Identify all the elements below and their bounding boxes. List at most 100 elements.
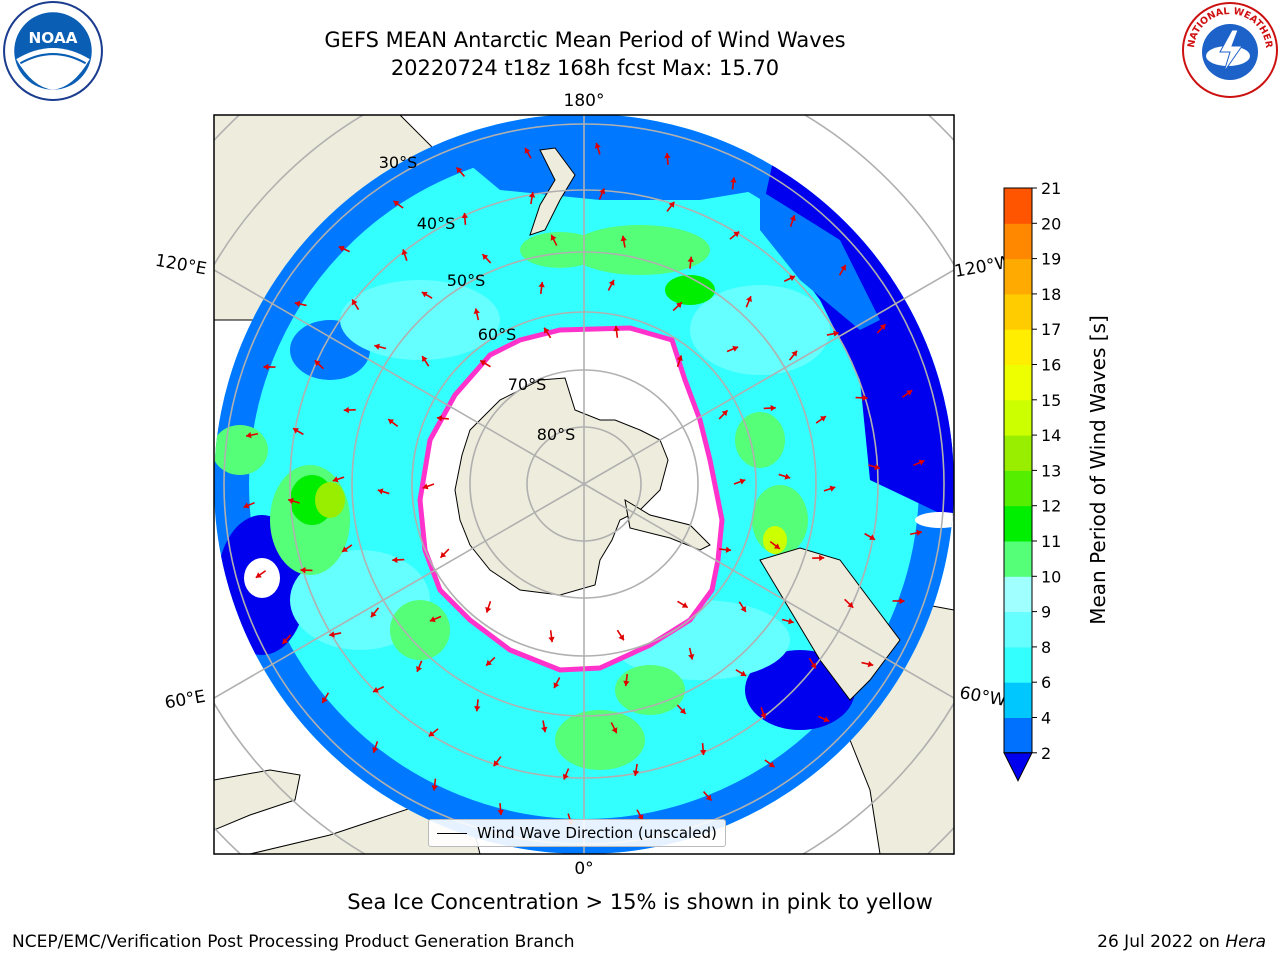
wind-arrow-head bbox=[474, 705, 481, 712]
colorbar-bin bbox=[1004, 611, 1032, 648]
wind-arrow-head bbox=[300, 566, 306, 574]
wind-arrow-head bbox=[538, 281, 545, 288]
colorbar-tick-label: 17 bbox=[1041, 320, 1061, 339]
wind-arrow-head bbox=[819, 554, 825, 562]
wind-arrow-head bbox=[770, 404, 776, 412]
lat-label-40s: 40°S bbox=[417, 214, 456, 233]
wind-arrow-head bbox=[829, 485, 836, 492]
colorbar-label: Mean Period of Wind Waves [s] bbox=[1086, 315, 1110, 625]
colorbar-tick-label: 18 bbox=[1041, 285, 1061, 304]
wind-arrow-head bbox=[732, 345, 739, 352]
wind-arrow-head bbox=[906, 390, 913, 396]
wind-arrow-head bbox=[294, 300, 301, 308]
map-legend: Wind Wave Direction (unscaled) bbox=[428, 819, 726, 847]
wind-arrow-head bbox=[440, 551, 447, 558]
svg-text:NOAA: NOAA bbox=[28, 29, 77, 47]
wind-arrow-head bbox=[456, 167, 463, 174]
noaa-logo: NOAA bbox=[3, 1, 103, 101]
wind-arrow-head bbox=[862, 394, 868, 402]
wind-arrow-head bbox=[332, 476, 339, 483]
colorbar-tick-label: 11 bbox=[1041, 532, 1061, 551]
wind-arrow-head bbox=[428, 730, 435, 737]
wind-arrow-head bbox=[721, 410, 728, 417]
wind-arrow-head bbox=[789, 215, 796, 222]
wind-arrow-head bbox=[497, 809, 504, 816]
wind-arrow-head bbox=[416, 666, 422, 672]
wind-arrow-head bbox=[322, 697, 328, 704]
wind-arrow-head bbox=[840, 264, 846, 271]
wind-arrow-head bbox=[791, 350, 798, 357]
lat-label-30s: 30°S bbox=[379, 153, 418, 172]
map-subtitle: 20220724 t18z 168h fcst Max: 15.70 bbox=[390, 56, 780, 80]
wind-arrow-head bbox=[679, 708, 686, 714]
producer-credit: NCEP/EMC/Verification Post Processing Pr… bbox=[12, 932, 575, 952]
wind-arrow-head bbox=[599, 188, 606, 195]
wind-arrow-head bbox=[637, 814, 644, 821]
wind-arrow-head bbox=[436, 415, 443, 422]
colorbar-bin bbox=[1004, 188, 1032, 224]
wind-arrow-head bbox=[664, 152, 671, 159]
colorbar-tick-label: 9 bbox=[1041, 603, 1051, 622]
lat-label-80s: 80°S bbox=[537, 425, 576, 444]
wind-arrow-head bbox=[485, 606, 492, 613]
wind-arrow-head bbox=[746, 296, 752, 302]
date-text: 26 Jul 2022 on bbox=[1097, 932, 1226, 952]
map-frame bbox=[213, 114, 955, 855]
generation-date: 26 Jul 2022 on Hera bbox=[1097, 932, 1266, 952]
colorbar-bin bbox=[1004, 717, 1032, 754]
wind-arrow-head bbox=[314, 360, 321, 367]
colorbar-bin bbox=[1004, 293, 1032, 330]
wind-arrow-head bbox=[730, 177, 737, 183]
wind-arrow-head bbox=[699, 749, 707, 756]
legend-label: Wind Wave Direction (unscaled) bbox=[477, 824, 717, 842]
colorbar-tick-label: 21 bbox=[1041, 180, 1061, 198]
wind-arrow-head bbox=[263, 363, 269, 371]
wind-arrow-head bbox=[688, 654, 695, 660]
wind-arrow-head bbox=[687, 256, 694, 263]
wind-arrow-head bbox=[916, 529, 922, 536]
colorbar: 2 4 6 8 9 10 11 12 13 14 15 16 17 18 19 20 21 bbox=[1003, 180, 1061, 782]
colorbar-bin bbox=[1004, 329, 1032, 365]
colorbar-tick-label: 6 bbox=[1041, 673, 1051, 692]
legend-line-swatch bbox=[437, 832, 467, 834]
lon-label-60e: 60°E bbox=[163, 687, 207, 714]
wind-arrow-head bbox=[541, 726, 548, 733]
wind-arrow-head bbox=[784, 473, 791, 480]
colorbar-bin bbox=[1004, 470, 1032, 507]
wind-arrow-head bbox=[393, 200, 400, 207]
colorbar-bin bbox=[1004, 541, 1032, 577]
wind-arrow-head bbox=[548, 636, 555, 643]
wind-arrow-head bbox=[352, 299, 358, 306]
wind-arrow-head bbox=[788, 618, 794, 625]
wind-arrow-head bbox=[789, 275, 796, 282]
wind-arrow-head bbox=[374, 343, 380, 350]
lat-label-60s: 60°S bbox=[478, 325, 517, 344]
wind-arrow-head bbox=[282, 638, 289, 644]
wind-wave-arrows bbox=[243, 142, 925, 826]
wind-arrow-head bbox=[372, 686, 379, 693]
colorbar-tick-label: 16 bbox=[1041, 356, 1061, 375]
wind-arrow-head bbox=[760, 712, 767, 719]
wind-arrow-head bbox=[725, 546, 732, 553]
map-title: GEFS MEAN Antarctic Mean Period of Wind … bbox=[324, 28, 846, 52]
wind-arrow-head bbox=[370, 611, 377, 618]
colorbar-bin bbox=[1004, 223, 1032, 260]
colorbar-tick-label: 4 bbox=[1041, 709, 1051, 728]
wind-arrow-head bbox=[874, 463, 880, 471]
wind-arrow-head bbox=[482, 254, 489, 260]
wind-arrow-head bbox=[243, 502, 250, 509]
colorbar-extend-min bbox=[1003, 752, 1033, 782]
colorbar-bin bbox=[1004, 682, 1032, 718]
wind-arrow-head bbox=[553, 682, 560, 689]
wind-arrow-head bbox=[620, 235, 627, 242]
wind-arrow-head bbox=[372, 746, 379, 753]
lat-label-70s: 70°S bbox=[508, 375, 547, 394]
wind-arrow-head bbox=[867, 660, 874, 668]
wind-arrow-head bbox=[869, 534, 876, 540]
wind-arrow-head bbox=[421, 291, 428, 298]
lat-label-50s: 50°S bbox=[447, 271, 486, 290]
wind-arrow-head bbox=[486, 659, 492, 666]
wind-arrow-head bbox=[611, 727, 618, 734]
wind-arrow-head bbox=[733, 231, 740, 238]
wind-arrow-head bbox=[292, 428, 299, 434]
